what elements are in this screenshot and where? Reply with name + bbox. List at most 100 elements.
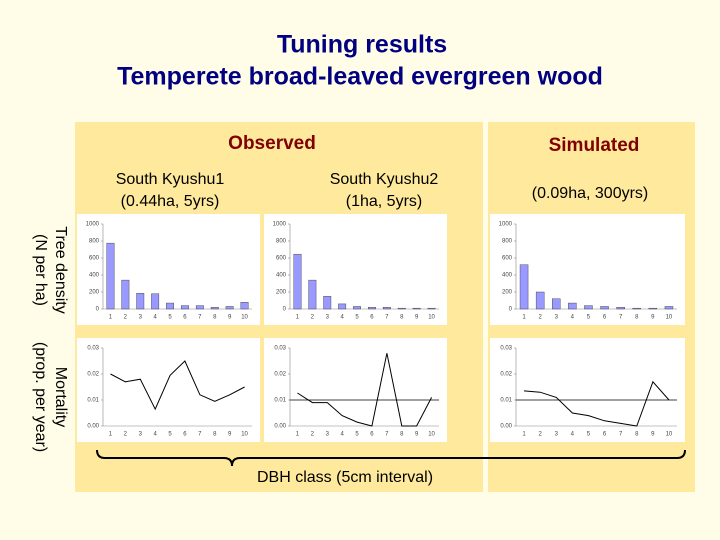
- x-tick-label: 10: [666, 315, 673, 321]
- y-tick-label: 600: [276, 256, 287, 262]
- x-tick-label: 10: [428, 432, 435, 438]
- y-tick-label: 800: [89, 239, 100, 245]
- x-tick-label: 10: [428, 315, 435, 321]
- y-tick-label: 400: [502, 273, 513, 279]
- chart-panel: [490, 338, 685, 442]
- y-tick-label: 0.02: [87, 372, 99, 378]
- x-tick-label: 8: [213, 432, 217, 438]
- x-tick-label: 9: [415, 315, 419, 321]
- bar: [568, 302, 577, 310]
- bar: [225, 306, 234, 310]
- bar: [535, 291, 545, 310]
- x-tick-label: 2: [538, 315, 542, 321]
- row-label: Tree density: [52, 226, 69, 313]
- bar: [353, 306, 361, 310]
- bar: [240, 302, 249, 310]
- x-tick-label: 1: [522, 432, 526, 438]
- bar: [584, 305, 593, 310]
- x-tick-label: 3: [326, 315, 330, 321]
- site-detail: (1ha, 5yrs): [346, 193, 422, 210]
- x-tick-label: 7: [198, 432, 202, 438]
- x-tick-label: 6: [370, 432, 374, 438]
- y-tick-label: 0: [283, 307, 287, 313]
- title: Tuning results: [277, 31, 447, 59]
- x-tick-label: 10: [241, 315, 248, 321]
- title: Temperete broad-leaved evergreen wood: [117, 63, 603, 91]
- x-tick-label: 3: [326, 432, 330, 438]
- bar: [166, 302, 174, 310]
- x-tick-label: 5: [587, 432, 591, 438]
- x-tick-label: 7: [198, 315, 202, 321]
- row-label: (prop. per year): [32, 342, 49, 452]
- x-axis-label: DBH class (5cm interval): [257, 469, 433, 486]
- y-tick-label: 0.02: [500, 372, 512, 378]
- y-tick-label: 0.01: [500, 398, 512, 404]
- bar: [106, 242, 115, 310]
- bar: [136, 293, 145, 310]
- column-head: Simulated: [549, 135, 640, 156]
- y-tick-label: 600: [502, 256, 513, 262]
- bar: [323, 296, 332, 310]
- x-tick-label: 8: [400, 432, 404, 438]
- bar: [600, 306, 609, 310]
- y-tick-label: 0.00: [274, 424, 286, 430]
- bar: [552, 298, 561, 310]
- y-tick-label: 0.03: [87, 346, 99, 352]
- x-tick-label: 6: [183, 315, 187, 321]
- y-tick-label: 400: [276, 273, 287, 279]
- x-tick-label: 9: [651, 315, 655, 321]
- x-tick-label: 8: [635, 315, 639, 321]
- x-tick-label: 1: [522, 315, 526, 321]
- y-tick-label: 0: [96, 307, 100, 313]
- chart-panel: [77, 338, 260, 442]
- y-tick-label: 1000: [273, 222, 287, 228]
- y-tick-label: 600: [89, 256, 100, 262]
- line: [297, 353, 433, 427]
- x-tick-label: 7: [619, 315, 623, 321]
- y-tick-label: 200: [502, 290, 513, 296]
- x-tick-label: 3: [139, 432, 143, 438]
- y-tick-label: 0.03: [274, 346, 286, 352]
- y-tick-label: 400: [89, 273, 100, 279]
- x-tick-label: 2: [311, 432, 315, 438]
- y-tick-label: 1000: [86, 222, 100, 228]
- y-tick-label: 800: [276, 239, 287, 245]
- row-label: (N per ha): [32, 234, 49, 306]
- bar: [648, 307, 658, 310]
- x-tick-label: 5: [355, 315, 359, 321]
- x-tick-label: 3: [555, 315, 559, 321]
- bar: [397, 307, 406, 310]
- y-tick-label: 800: [502, 239, 513, 245]
- bar: [210, 307, 219, 310]
- x-tick-label: 4: [153, 315, 157, 321]
- chart-panel: [264, 338, 447, 442]
- x-tick-label: 1: [296, 315, 300, 321]
- bar: [519, 264, 529, 310]
- x-tick-label: 5: [355, 432, 359, 438]
- bar: [181, 305, 189, 310]
- x-tick-label: 10: [666, 432, 673, 438]
- y-tick-label: 0.01: [87, 398, 99, 404]
- column-head: Observed: [228, 133, 316, 154]
- bar: [368, 307, 376, 310]
- line: [110, 360, 245, 411]
- x-tick-label: 6: [603, 315, 607, 321]
- row-label: Mortality: [52, 367, 69, 427]
- x-tick-label: 8: [213, 315, 217, 321]
- x-tick-label: 4: [340, 315, 344, 321]
- x-tick-label: 4: [340, 432, 344, 438]
- y-tick-label: 0.02: [274, 372, 286, 378]
- x-tick-label: 3: [139, 315, 143, 321]
- x-tick-label: 3: [555, 432, 559, 438]
- x-tick-label: 10: [241, 432, 248, 438]
- x-tick-label: 2: [538, 432, 542, 438]
- x-tick-label: 1: [109, 315, 113, 321]
- x-tick-label: 9: [651, 432, 655, 438]
- y-tick-label: 0: [509, 307, 513, 313]
- y-tick-label: 0.03: [500, 346, 512, 352]
- bar: [293, 253, 302, 310]
- y-tick-label: 0.00: [87, 424, 99, 430]
- bar: [308, 279, 317, 310]
- brace: [96, 449, 686, 467]
